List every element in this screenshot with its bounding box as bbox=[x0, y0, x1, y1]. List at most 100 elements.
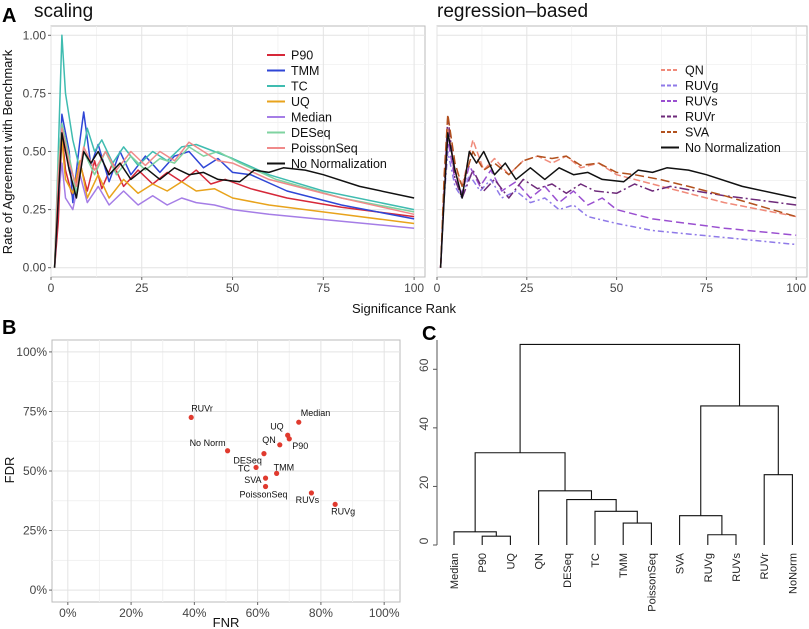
scatter-y-ticks: 0% 25% 50% 75% 100% bbox=[16, 345, 52, 597]
regression-x-ticks: 0 25 50 75 100 bbox=[434, 277, 807, 295]
leaf-label-uq: UQ bbox=[505, 553, 517, 570]
point-label-qn: QN bbox=[262, 435, 276, 445]
y-tick-label: 50% bbox=[23, 464, 47, 478]
point-label-no-norm: No Norm bbox=[190, 438, 226, 448]
y-tick-label: 0% bbox=[30, 583, 48, 597]
x-tick-label: 50 bbox=[610, 281, 624, 295]
leaf-label-ruvg: RUVg bbox=[703, 553, 715, 582]
dendrogram-merge-sva-ruvg-ruvs-ruvr-nonorm bbox=[700, 405, 779, 516]
point-ruvg bbox=[332, 501, 338, 507]
point-p90 bbox=[286, 436, 292, 442]
leaf-label-median: Median bbox=[449, 553, 461, 589]
x-tick-label: 75 bbox=[317, 281, 331, 295]
point-label-tmm: TMM bbox=[274, 462, 295, 472]
point-poissonseq bbox=[262, 483, 269, 490]
series-line-ruvr bbox=[439, 115, 797, 268]
y-tick-label: 0.00 bbox=[23, 261, 47, 275]
series-line-no-normalization bbox=[439, 132, 797, 268]
leaf-label-nonorm: NoNorm bbox=[787, 553, 799, 594]
legend-label-no-normalization: No Normalization bbox=[291, 157, 387, 171]
y-tick-label: 75% bbox=[23, 404, 47, 418]
point-label-ruvg: RUVg bbox=[331, 506, 355, 516]
y-tick-label: 0 bbox=[417, 537, 431, 544]
legend-label-qn: QN bbox=[685, 64, 704, 78]
legend-label-median: Median bbox=[291, 111, 332, 125]
legend-label-deseq: DESeq bbox=[291, 126, 331, 140]
x-tick-label: 0% bbox=[59, 606, 77, 620]
leaf-label-ruvr: RUVr bbox=[759, 553, 771, 580]
legend-label-poissonseq: PoissonSeq bbox=[291, 142, 358, 156]
panel-label-a: A bbox=[2, 5, 16, 27]
x-tick-label: 50 bbox=[226, 281, 240, 295]
leaf-label-tc: TC bbox=[590, 553, 602, 568]
series-line-deseq bbox=[53, 122, 415, 268]
legend-label-ruvg: RUVg bbox=[685, 79, 718, 93]
point-label-sva: SVA bbox=[244, 475, 261, 485]
x-tick-label: 0 bbox=[434, 281, 441, 295]
y-tick-label: 25% bbox=[23, 524, 47, 538]
regression-series-lines bbox=[439, 113, 797, 268]
x-tick-label: 100% bbox=[369, 606, 400, 620]
dendrogram-merge-scaling-cluster-regression-cluster bbox=[519, 343, 741, 453]
legend-label-ruvr: RUVr bbox=[685, 110, 715, 124]
x-tick-label: 25 bbox=[520, 281, 534, 295]
x-tick-label: 100 bbox=[404, 281, 424, 295]
series-line-no-normalization bbox=[53, 132, 415, 268]
x-tick-label: 75 bbox=[700, 281, 714, 295]
leaf-label-qn: QN bbox=[534, 553, 546, 570]
dendrogram-merge-qn-deseq bbox=[538, 490, 593, 545]
x-tick-label: 0 bbox=[48, 281, 55, 295]
leaf-label-poissonseq: PoissonSeq bbox=[646, 553, 658, 612]
scaling-gridlines bbox=[50, 26, 425, 277]
y-tick-label: 100% bbox=[16, 345, 47, 359]
series-line-sva bbox=[439, 113, 797, 268]
leaf-label-deseq: DESeq bbox=[562, 553, 574, 588]
dendrogram-y-ticks: 0 20 40 60 bbox=[417, 358, 437, 546]
y-tick-label: 0.25 bbox=[23, 203, 47, 217]
significance-rank-x-label: Significance Rank bbox=[352, 301, 457, 316]
point-label-ruvr: RUVr bbox=[191, 403, 213, 413]
leaf-label-tmm: TMM bbox=[618, 553, 630, 578]
dendrogram-leaf-labels: Median P90 UQ QN DESeq TC TMM PoissonSeq SVA RUVg… bbox=[449, 552, 799, 611]
series-line-ruvg bbox=[439, 150, 797, 268]
point-deseq bbox=[261, 451, 267, 457]
leaf-label-p90: P90 bbox=[477, 553, 489, 573]
dendrogram-merge-median-p90-uq bbox=[453, 531, 497, 545]
legend-label-tmm: TMM bbox=[291, 64, 319, 78]
legend-label-p90: P90 bbox=[291, 49, 313, 63]
panel-a-scaling-title: scaling bbox=[34, 1, 93, 22]
panel-a-scaling: A scaling 0.00 0.25 0.50 0.75 1.00 0 25 50 75 10… bbox=[0, 1, 426, 295]
point-median bbox=[296, 419, 302, 425]
panel-a-regression-title: regression–based bbox=[437, 1, 588, 22]
point-sva bbox=[262, 475, 269, 481]
dendrogram-merge-tmm-poissonseq bbox=[622, 522, 652, 545]
point-ruvr bbox=[188, 414, 194, 421]
fnr-x-axis-label: FNR bbox=[213, 615, 240, 629]
x-tick-label: 80% bbox=[309, 606, 333, 620]
dendrogram-merge-sva-ruvg-ruvs bbox=[679, 515, 723, 545]
y-tick-label: 60 bbox=[417, 358, 431, 372]
point-label-poissonseq: PoissonSeq bbox=[240, 489, 288, 499]
scaling-y-axis-label: Rate of Agreement with Benchmark bbox=[0, 49, 15, 254]
scaling-series-lines bbox=[53, 34, 415, 268]
y-tick-label: 40 bbox=[417, 417, 431, 431]
y-tick-label: 0.75 bbox=[23, 86, 47, 100]
point-tc bbox=[253, 464, 259, 471]
regression-gridlines bbox=[436, 26, 807, 277]
point-ruvs bbox=[308, 490, 315, 496]
y-tick-label: 20 bbox=[417, 475, 431, 489]
point-label-median: Median bbox=[301, 408, 331, 418]
series-line-uq bbox=[53, 139, 415, 268]
point-tmm bbox=[274, 470, 280, 476]
point-label-uq: UQ bbox=[270, 421, 284, 431]
panel-b-scatter: B 0% 25% 50% 75% 100% 0% 20% 40% 60% 80% 100% RUV… bbox=[2, 317, 401, 629]
dendrogram-merge-ruvg-ruvs bbox=[707, 534, 737, 545]
panel-label-b: B bbox=[2, 317, 16, 339]
series-line-tmm bbox=[53, 111, 415, 268]
panel-label-c: C bbox=[422, 323, 436, 345]
